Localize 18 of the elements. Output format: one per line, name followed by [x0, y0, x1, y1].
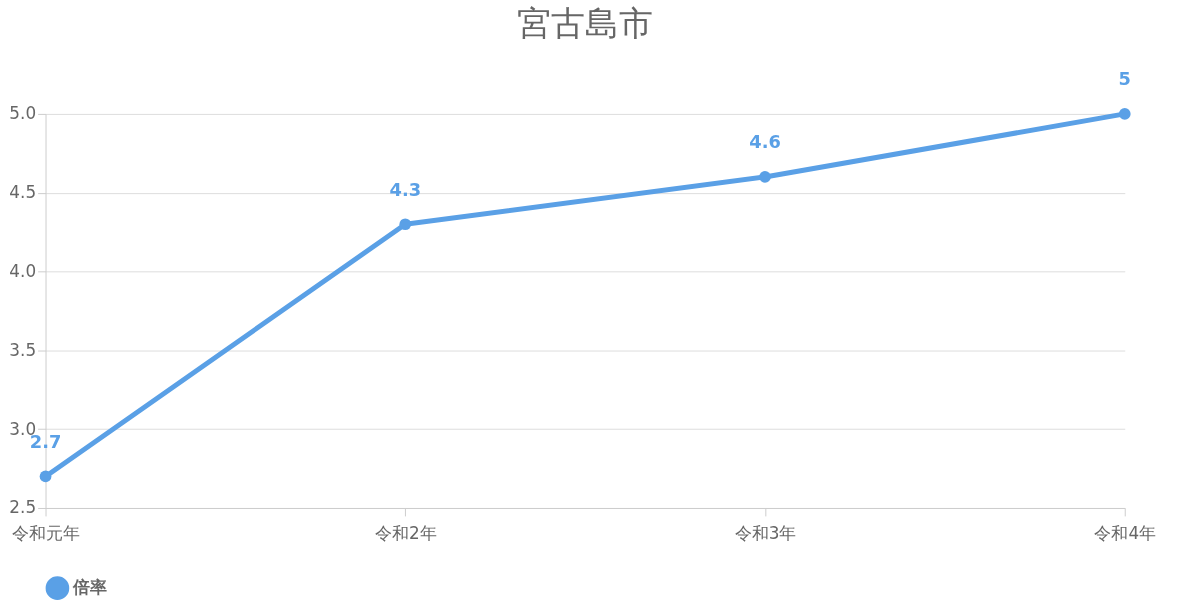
legend-label: 倍率: [72, 577, 108, 598]
x-tick-label: 令和3年: [734, 523, 797, 544]
x-tick-label: 令和元年: [12, 523, 81, 544]
point: [399, 218, 412, 231]
point: [759, 171, 771, 183]
y-tick-label: 3.5: [9, 339, 37, 360]
y-tick-label: 2.5: [9, 497, 37, 518]
data-label: 5: [1118, 68, 1131, 90]
x-tick-label: 令和4年: [1094, 523, 1157, 544]
y-tick-label: 5.0: [9, 103, 37, 124]
data-label: 4.3: [389, 178, 422, 200]
chart-title: 宮古島市: [517, 3, 654, 43]
y-tick-label: 4.0: [9, 260, 37, 281]
point: [1118, 108, 1131, 120]
y-tick-label: 4.5: [9, 182, 37, 203]
point: [39, 470, 52, 483]
x-tick-label: 令和2年: [374, 523, 437, 544]
data-label: 4.6: [749, 131, 781, 153]
